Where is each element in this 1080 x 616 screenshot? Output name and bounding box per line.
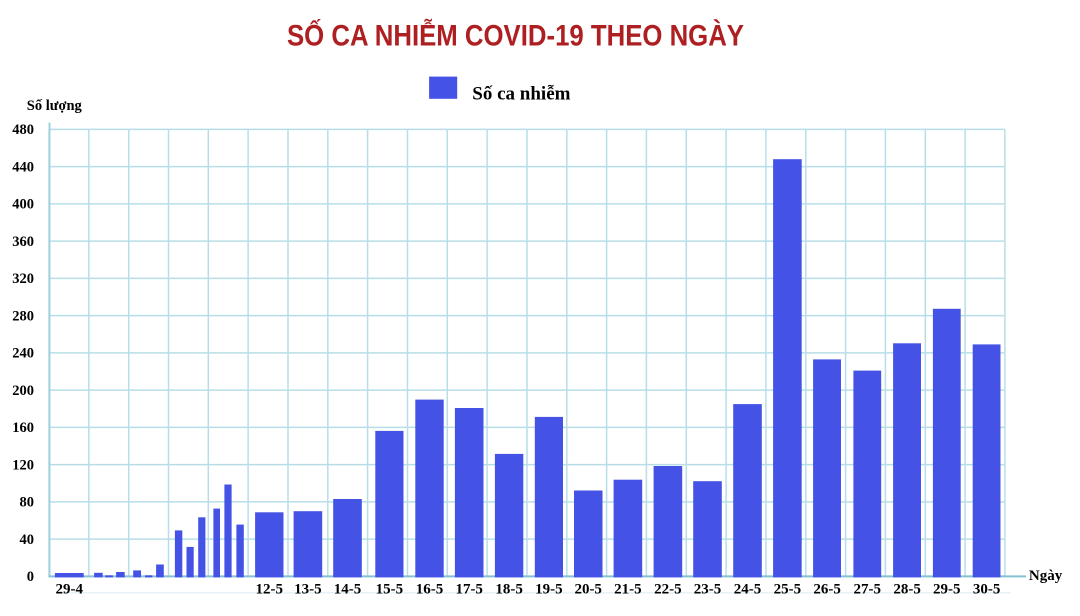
svg-text:400: 400 xyxy=(12,197,34,213)
svg-text:280: 280 xyxy=(12,308,34,324)
svg-text:12-5: 12-5 xyxy=(256,581,284,597)
svg-text:29-4: 29-4 xyxy=(56,581,84,597)
svg-text:25-5: 25-5 xyxy=(774,581,802,597)
svg-text:480: 480 xyxy=(12,122,34,138)
svg-text:20-5: 20-5 xyxy=(574,581,602,597)
svg-text:0: 0 xyxy=(27,569,34,585)
svg-text:27-5: 27-5 xyxy=(854,581,882,597)
svg-text:440: 440 xyxy=(12,159,34,175)
svg-text:160: 160 xyxy=(12,420,34,436)
svg-text:40: 40 xyxy=(20,532,35,548)
svg-text:24-5: 24-5 xyxy=(734,581,762,597)
svg-text:80: 80 xyxy=(20,495,35,511)
svg-text:21-5: 21-5 xyxy=(614,581,642,597)
svg-text:15-5: 15-5 xyxy=(376,581,404,597)
svg-text:Số lượng: Số lượng xyxy=(27,98,83,114)
svg-text:28-5: 28-5 xyxy=(893,581,921,597)
svg-text:120: 120 xyxy=(12,457,34,473)
svg-text:19-5: 19-5 xyxy=(535,581,563,597)
svg-text:18-5: 18-5 xyxy=(495,581,523,597)
svg-text:14-5: 14-5 xyxy=(334,581,362,597)
svg-text:13-5: 13-5 xyxy=(294,581,322,597)
svg-text:26-5: 26-5 xyxy=(813,581,841,597)
svg-text:16-5: 16-5 xyxy=(416,581,444,597)
svg-text:360: 360 xyxy=(12,234,34,250)
svg-text:29-5: 29-5 xyxy=(933,581,961,597)
svg-text:200: 200 xyxy=(12,383,34,399)
svg-text:22-5: 22-5 xyxy=(654,581,682,597)
svg-text:SỐ CA NHIỄM COVID-19 THEO NGÀY: SỐ CA NHIỄM COVID-19 THEO NGÀY xyxy=(287,18,744,52)
svg-text:30-5: 30-5 xyxy=(973,581,1001,597)
svg-text:Số ca nhiễm: Số ca nhiễm xyxy=(472,84,570,105)
svg-text:320: 320 xyxy=(12,271,34,287)
svg-text:17-5: 17-5 xyxy=(455,581,483,597)
svg-text:240: 240 xyxy=(12,346,34,362)
svg-text:Ngày: Ngày xyxy=(1029,568,1063,584)
svg-text:23-5: 23-5 xyxy=(694,581,722,597)
